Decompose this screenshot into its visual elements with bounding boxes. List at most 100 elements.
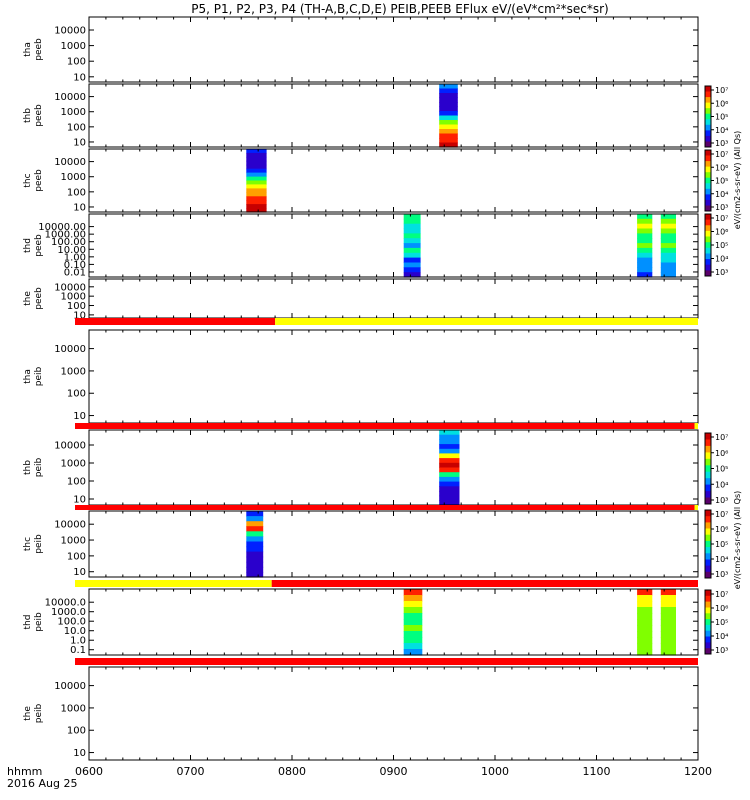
colorbar-tick-label: 10³ <box>715 203 728 212</box>
panel-frame <box>88 666 699 761</box>
colorbar-cell <box>705 230 711 237</box>
data-cell <box>660 214 676 220</box>
colorbar-cell <box>705 540 711 548</box>
colorbar-tick-label: 10⁴ <box>715 255 728 264</box>
data-cell <box>403 637 423 644</box>
colorbar-tick-label: 10⁶ <box>715 228 728 237</box>
panel-frame <box>88 16 699 83</box>
y-tick-label: 1.00 <box>64 252 86 263</box>
data-cell <box>660 272 676 278</box>
time-axis-unit-label: hhmm <box>7 765 42 778</box>
y-tick-label: 100.0 <box>57 617 86 628</box>
data-cell <box>403 233 421 239</box>
data-cell <box>660 252 676 259</box>
data-cell <box>439 500 460 506</box>
data-cell <box>439 97 458 103</box>
data-cell <box>246 521 264 527</box>
y-tick-label: 10000.00 <box>38 222 86 233</box>
flag-segment <box>694 505 698 510</box>
colorbar-cell <box>705 601 711 608</box>
colorbar: 10⁷ 10⁶ 10⁵ 10⁴ 10³ <box>704 213 728 277</box>
flag-segment <box>275 318 698 325</box>
data-cell <box>439 115 458 121</box>
colorbar-tick-label: 10⁶ <box>715 449 728 458</box>
data-cell <box>403 262 421 268</box>
y-tick-label: 0.01 <box>64 267 86 278</box>
y-tick-label: 1000 <box>61 536 86 547</box>
data-cell <box>246 526 264 532</box>
y-tick-label: 10000 <box>54 26 86 37</box>
colorbar-tick-label: 10⁴ <box>715 555 728 564</box>
colorbar-cell <box>705 619 711 626</box>
data-block <box>660 214 676 278</box>
flag-bar-thb-peib <box>75 505 698 510</box>
colorbar-cell <box>705 630 711 637</box>
panel-label-product: peeb <box>34 169 44 192</box>
flag-bar-the-peeb <box>75 318 698 325</box>
colorbar-axis-label-bottom: eV/(cm2-s-sr-eV) (All Qs) <box>733 491 742 590</box>
y-tick-label: 1000 <box>61 107 86 118</box>
colorbar-tick-label: 10⁶ <box>715 163 728 172</box>
y-tick-label: 100 <box>67 187 86 198</box>
y-tick-label: 1000 <box>61 366 86 377</box>
panel-label-product: peib <box>34 366 44 386</box>
data-cell <box>403 607 423 614</box>
flag-segment <box>75 658 698 665</box>
data-cell <box>246 168 267 174</box>
colorbar-tick-label: 10⁶ <box>715 525 728 534</box>
time-axis: 0600 0700 0800 0900 1000 1100 1200 <box>75 765 712 778</box>
colorbar: 10⁷ 10⁶ 10⁵ 10⁴ 10³ <box>704 589 728 655</box>
panel-label-probe: the <box>23 706 33 721</box>
colorbar-cell <box>705 264 711 271</box>
panel-thc-peib: 10000 1000 100 10 thc peib <box>23 510 699 578</box>
colorbar-cell <box>705 124 711 131</box>
data-cell <box>439 430 460 436</box>
time-tick-label: 0600 <box>75 765 103 778</box>
colorbar-cell <box>705 108 711 115</box>
data-cell <box>637 252 653 259</box>
colorbar-cell <box>705 199 711 206</box>
data-cell <box>637 267 653 273</box>
y-tick-label: 1000.0 <box>51 607 86 618</box>
data-block <box>660 589 676 656</box>
colorbar-cell <box>705 155 711 162</box>
colorbar-cell <box>705 259 711 266</box>
y-tick-label: 100 <box>67 551 86 562</box>
panel-label-product: peib <box>34 534 44 554</box>
data-cell <box>439 102 458 108</box>
colorbar-cell <box>705 135 711 142</box>
colorbar-cell <box>705 150 711 156</box>
y-tick-label: 10 <box>73 411 86 422</box>
flag-segment <box>75 505 695 510</box>
data-cell <box>403 272 421 278</box>
data-cell <box>439 490 460 497</box>
time-axis-date-label: 2016 Aug 25 <box>7 777 77 790</box>
time-tick-label: 0700 <box>177 765 205 778</box>
colorbar-cell <box>705 172 711 179</box>
panel-label-probe: thd <box>23 615 33 630</box>
data-cell <box>403 589 423 596</box>
colorbar-tick-label: 10³ <box>715 570 728 579</box>
y-tick-label: 100.00 <box>51 237 86 248</box>
panel-frame <box>88 148 699 213</box>
data-cell <box>403 649 423 656</box>
colorbar: 10⁷ 10⁶ 10⁵ 10⁴ 10³ <box>704 432 728 505</box>
colorbar-cell <box>705 205 711 212</box>
colorbars: 10⁷10⁶10⁵10⁴10³10⁷10⁶10⁵10⁴10³10⁷10⁶10⁵1… <box>704 85 728 655</box>
panel-frame <box>88 329 699 424</box>
colorbar-cell <box>705 528 711 536</box>
data-cell <box>403 247 421 254</box>
colorbar-cell <box>705 242 711 249</box>
panel-label-product: peib <box>34 703 44 723</box>
colorbar-tick-label: 10⁷ <box>715 433 728 442</box>
colorbar-cell <box>705 590 711 597</box>
colorbar-tick-label: 10⁵ <box>715 618 728 627</box>
colorbar-cell <box>705 516 711 523</box>
data-cell <box>403 218 421 225</box>
data-cell <box>637 601 653 608</box>
colorbar-cell <box>705 465 711 473</box>
data-cell <box>246 180 267 185</box>
data-cell <box>439 462 460 469</box>
data-cell <box>439 476 460 483</box>
